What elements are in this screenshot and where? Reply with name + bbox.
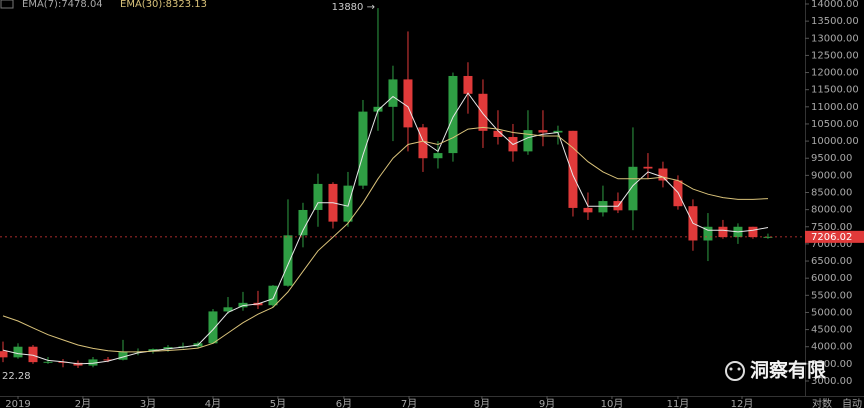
x-tick-label: 9月 [539, 398, 555, 408]
candle-body [223, 307, 233, 312]
y-tick-label: 11500.00 [811, 85, 859, 96]
candle-body [343, 185, 353, 222]
candle-body [748, 226, 758, 238]
ema30-legend: EMA(30):8323.13 [120, 0, 207, 10]
x-tick-label: 10月 [601, 398, 624, 408]
watermark-logo [725, 361, 745, 381]
candle-body [628, 166, 638, 211]
last-price-label: 7206.02 [811, 232, 852, 243]
candle-body [163, 347, 173, 350]
candle-body [58, 361, 68, 363]
x-tick-label: 6月 [336, 398, 352, 408]
candle-body [643, 166, 653, 169]
y-tick-label: 9500.00 [811, 153, 852, 164]
candle-body [313, 183, 323, 210]
x-tick-label: 12月 [731, 398, 754, 408]
candle-body [718, 226, 728, 238]
watermark-text: 洞察有限 [750, 359, 826, 382]
candle-body [538, 130, 548, 133]
candle-body [568, 130, 578, 208]
candle-body [463, 75, 473, 94]
scale-button[interactable]: 对数 [812, 397, 832, 408]
candle-body [493, 130, 503, 137]
y-tick-label: 4000.00 [811, 342, 852, 353]
candle-body [28, 346, 38, 363]
watermark-logo [729, 367, 733, 371]
x-tick-label: 3月 [140, 398, 156, 408]
candle-body [403, 79, 413, 128]
candle-body [358, 111, 368, 186]
annotation: 22.28 [2, 371, 31, 382]
y-tick-label: 3000.00 [811, 376, 852, 387]
candle-body [43, 361, 53, 363]
candle-body [478, 93, 488, 131]
candle-body [583, 207, 593, 213]
ema-line [2, 126, 769, 353]
y-tick-label: 8500.00 [811, 187, 852, 198]
candle-body [238, 302, 248, 308]
y-tick-label: 11000.00 [811, 102, 859, 113]
y-tick-label: 13000.00 [811, 33, 859, 44]
candle-body [448, 75, 458, 154]
candle-body [208, 311, 218, 344]
x-tick-label: 2月 [75, 398, 91, 408]
scale-button[interactable]: 自动 [842, 397, 862, 408]
candle-body [658, 168, 668, 181]
y-tick-label: 7500.00 [811, 222, 852, 233]
candle-body [763, 236, 773, 238]
y-tick-label: 10500.00 [811, 119, 859, 130]
y-tick-label: 8000.00 [811, 205, 852, 216]
x-tick-label: 4月 [205, 398, 221, 408]
watermark-logo [737, 367, 741, 371]
last-price-tag [805, 230, 864, 243]
candle-body [268, 285, 278, 306]
y-tick-label: 4500.00 [811, 325, 852, 336]
candle-body [523, 130, 533, 152]
y-tick-label: 14000.00 [811, 0, 859, 10]
x-tick-label: 5月 [270, 398, 286, 408]
x-tick-label: 2019 [5, 399, 30, 408]
toolbar-icon[interactable] [0, 0, 14, 9]
candle-body [703, 226, 713, 241]
ema7-legend: EMA(7):7478.04 [22, 0, 103, 10]
y-tick-label: 3500.00 [811, 359, 852, 370]
y-tick-label: 13500.00 [811, 16, 859, 27]
y-tick-label: 7000.00 [811, 239, 852, 250]
y-tick-label: 12000.00 [811, 68, 859, 79]
candle-body [553, 130, 563, 133]
y-tick-label: 9000.00 [811, 170, 852, 181]
watermark: 洞察有限 [725, 359, 826, 382]
y-tick-label: 5000.00 [811, 307, 852, 318]
candle-body [0, 351, 8, 358]
candle-body [103, 359, 113, 361]
y-tick-label: 6000.00 [811, 273, 852, 284]
candle-body [298, 209, 308, 236]
candle-body [598, 201, 608, 213]
candle-body [388, 79, 398, 107]
candle-body [283, 235, 293, 286]
candle-body [373, 106, 383, 112]
candle-body [418, 127, 428, 159]
y-tick-label: 10000.00 [811, 136, 859, 147]
candle-body [13, 346, 23, 358]
y-tick-label: 6500.00 [811, 256, 852, 267]
x-tick-label: 8月 [474, 398, 490, 408]
x-tick-label: 7月 [401, 398, 417, 408]
x-tick-label: 11月 [667, 398, 690, 408]
candle-body [88, 359, 98, 366]
y-tick-label: 12500.00 [811, 50, 859, 61]
y-tick-label: 5500.00 [811, 290, 852, 301]
candle-body [118, 351, 128, 360]
candle-body [433, 153, 443, 159]
annotation: 13880 → [332, 2, 375, 13]
